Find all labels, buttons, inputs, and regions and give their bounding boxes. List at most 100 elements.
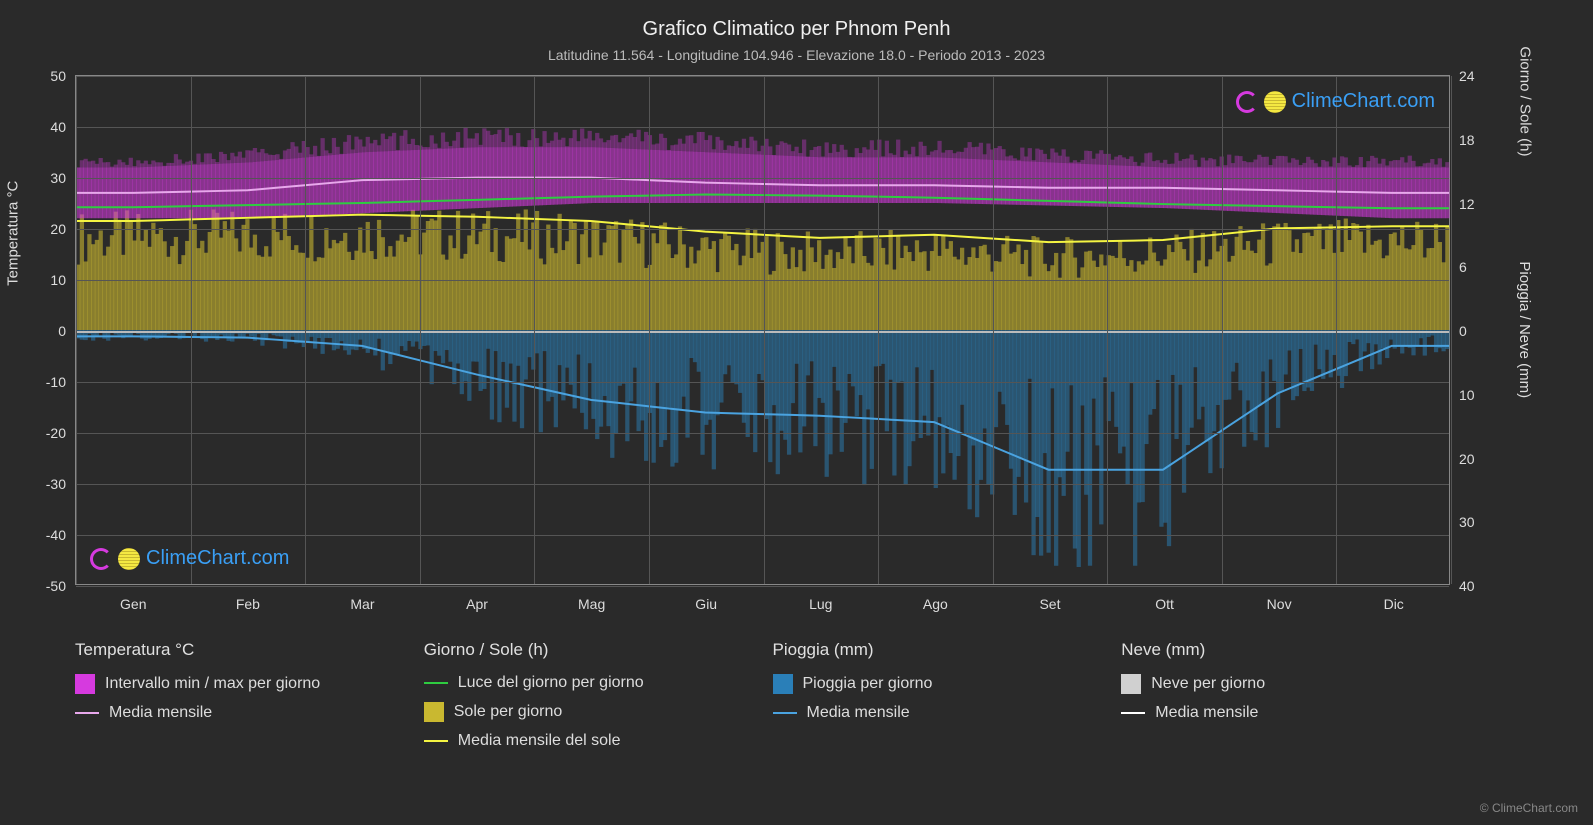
temp-band-bar bbox=[907, 157, 911, 203]
sun-bar bbox=[1099, 254, 1103, 330]
sun-bar bbox=[110, 235, 114, 330]
temp-noise-bar bbox=[606, 140, 610, 148]
legend-swatch-icon bbox=[1121, 674, 1141, 694]
sun-bar bbox=[95, 240, 99, 330]
temp-noise-bar bbox=[351, 149, 355, 153]
temp-noise-bar bbox=[557, 140, 561, 147]
temp-noise-bar bbox=[855, 148, 859, 157]
temp-noise-bar bbox=[968, 142, 972, 159]
sun-bar bbox=[1374, 241, 1378, 330]
temp-band-bar bbox=[956, 158, 960, 203]
temp-noise-bar bbox=[527, 140, 531, 147]
rain-bar bbox=[1125, 330, 1129, 485]
month-label: Dic bbox=[1384, 596, 1404, 612]
rain-bar bbox=[1272, 330, 1276, 381]
temp-band-bar bbox=[569, 147, 573, 204]
sun-bar bbox=[937, 256, 941, 330]
sun-bar bbox=[904, 246, 908, 330]
sun-bar bbox=[1073, 258, 1077, 330]
temp-noise-bar bbox=[358, 139, 362, 152]
temp-noise-bar bbox=[415, 145, 419, 150]
temp-noise-bar bbox=[1302, 163, 1306, 168]
sun-bar bbox=[636, 244, 640, 330]
rain-bar bbox=[1058, 330, 1062, 477]
temp-noise-bar bbox=[411, 139, 415, 150]
sun-bar bbox=[140, 241, 144, 330]
temp-band-bar bbox=[625, 149, 629, 203]
rain-bar bbox=[1080, 330, 1084, 405]
temp-band-bar bbox=[1028, 161, 1032, 205]
temp-noise-bar bbox=[983, 154, 987, 159]
temp-noise-bar bbox=[866, 150, 870, 158]
rain-bar bbox=[1133, 330, 1137, 566]
sun-bar bbox=[825, 255, 829, 330]
rain-bar bbox=[1317, 330, 1321, 369]
temp-noise-bar bbox=[1231, 163, 1235, 167]
month-label: Mar bbox=[350, 596, 374, 612]
sun-bar bbox=[249, 248, 253, 330]
rain-bar bbox=[1031, 330, 1035, 555]
temp-band-bar bbox=[979, 159, 983, 204]
sun-bar bbox=[655, 243, 659, 330]
temp-noise-bar bbox=[275, 154, 279, 160]
temp-band-bar bbox=[1133, 166, 1137, 207]
temp-noise-bar bbox=[1370, 156, 1374, 168]
temp-noise-bar bbox=[1193, 160, 1197, 167]
temp-noise-bar bbox=[749, 137, 753, 154]
temp-noise-bar bbox=[667, 150, 671, 151]
temp-band-bar bbox=[926, 157, 930, 203]
temp-noise-bar bbox=[1280, 156, 1284, 168]
left-tick-label: 50 bbox=[26, 68, 66, 84]
legend-label: Neve per giorno bbox=[1151, 675, 1265, 693]
rain-bar bbox=[904, 330, 908, 484]
left-tick-label: 20 bbox=[26, 221, 66, 237]
temp-noise-bar bbox=[403, 130, 407, 150]
sun-bar bbox=[768, 275, 772, 330]
rain-bar bbox=[336, 330, 340, 349]
rain-bar bbox=[1118, 330, 1122, 453]
sun-bar bbox=[1223, 239, 1227, 330]
rain-bar bbox=[708, 330, 712, 420]
grid-line-h bbox=[76, 535, 1449, 536]
temp-noise-bar bbox=[170, 163, 174, 166]
temp-noise-bar bbox=[509, 135, 513, 147]
sun-bar bbox=[163, 241, 167, 330]
rain-bar bbox=[520, 330, 524, 428]
sun-bar bbox=[1039, 242, 1043, 330]
sun-bar bbox=[618, 263, 622, 330]
temp-noise-bar bbox=[1144, 153, 1148, 166]
temp-noise-bar bbox=[196, 154, 200, 165]
temp-band-bar bbox=[321, 156, 325, 215]
sun-bar bbox=[170, 246, 174, 330]
temp-noise-bar bbox=[478, 145, 482, 147]
grid-line-v bbox=[993, 76, 994, 584]
rain-bar bbox=[535, 330, 539, 353]
left-tick-label: -30 bbox=[26, 476, 66, 492]
rain-bar bbox=[1174, 330, 1178, 439]
temp-noise-bar bbox=[828, 153, 832, 157]
sun-bar bbox=[1423, 257, 1427, 330]
temp-noise-bar bbox=[998, 146, 1002, 160]
right-bottom-tick-label: 30 bbox=[1459, 514, 1489, 530]
sun-bar bbox=[287, 236, 291, 330]
sun-bar bbox=[497, 261, 501, 330]
temp-noise-bar bbox=[1141, 163, 1145, 167]
temp-band-bar bbox=[941, 158, 945, 204]
temp-noise-bar bbox=[1325, 161, 1329, 167]
temp-noise-bar bbox=[934, 150, 938, 157]
temp-band-bar bbox=[911, 157, 915, 203]
temp-noise-bar bbox=[1400, 157, 1404, 167]
temp-noise-bar bbox=[1317, 167, 1321, 168]
temp-noise-bar bbox=[430, 135, 434, 149]
temp-noise-bar bbox=[652, 144, 656, 149]
rain-bar bbox=[776, 330, 780, 474]
temp-noise-bar bbox=[915, 156, 919, 157]
sun-bar bbox=[930, 251, 934, 330]
temp-noise-bar bbox=[764, 139, 768, 155]
sun-bar bbox=[1430, 248, 1434, 330]
rain-bar bbox=[952, 330, 956, 480]
temp-band-bar bbox=[1054, 163, 1058, 206]
sun-bar bbox=[840, 259, 844, 330]
rain-bar bbox=[1141, 330, 1145, 502]
sun-bar bbox=[757, 253, 761, 330]
